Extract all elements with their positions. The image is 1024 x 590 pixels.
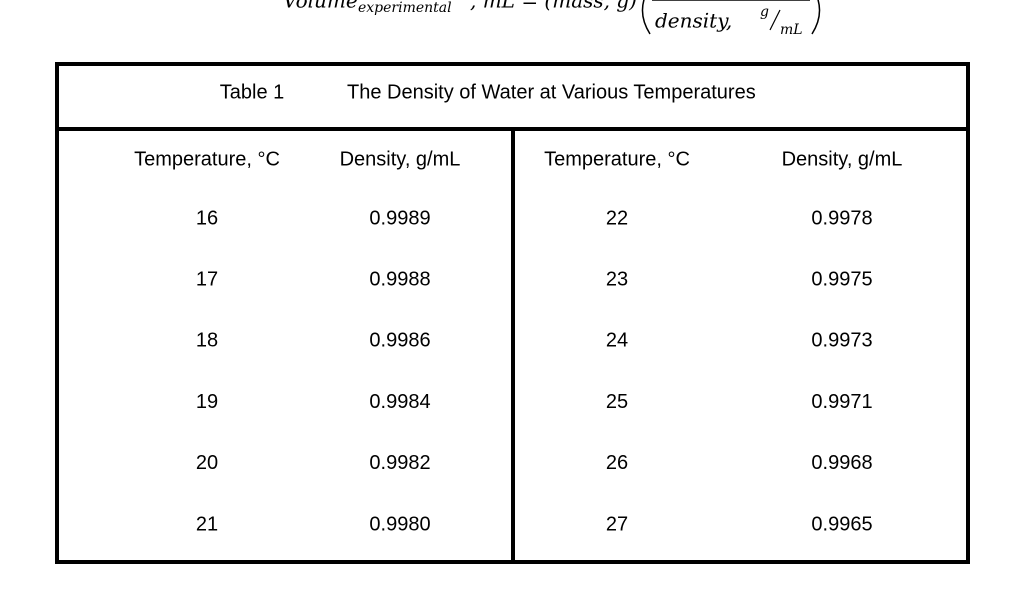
unit-slash (769, 9, 781, 31)
formula-unit-denominator: mL (780, 22, 803, 38)
table-cell: 18 (196, 330, 218, 352)
table-cell: 0.9986 (369, 330, 430, 352)
formula-rhs: , mL = (mass, g) (470, 0, 637, 13)
table-cell: 17 (196, 268, 218, 290)
formula-unit-numerator: g (760, 4, 769, 20)
table-cell: 24 (606, 330, 628, 352)
table-cell: 0.9971 (811, 391, 872, 413)
table-cell: 0.9988 (369, 268, 430, 290)
table-cell: 21 (196, 513, 218, 535)
column-header: Temperature, °C (134, 148, 280, 170)
table-title: The Density of Water at Various Temperat… (347, 81, 756, 103)
formula-denominator: density, (655, 9, 732, 33)
table-cells: Temperature, °C Density, g/mL Temperature,… (134, 148, 902, 535)
table-cell: 0.9982 (369, 452, 430, 474)
paren-right (811, 0, 821, 35)
table-cell: 0.9968 (811, 452, 872, 474)
table-cell: 0.9965 (811, 513, 872, 535)
table-cell: 16 (196, 207, 218, 229)
column-header: Density, g/mL (782, 148, 903, 170)
table-cell: 0.9978 (811, 207, 872, 229)
paren-left (641, 0, 651, 35)
table-label: Table 1 (220, 81, 285, 103)
table-cell: 27 (606, 513, 628, 535)
table-cell: 22 (606, 207, 628, 229)
table-cell: 25 (606, 391, 628, 413)
column-header: Temperature, °C (544, 148, 690, 170)
table-cell: 20 (196, 452, 218, 474)
formula-subscript: experimental (358, 0, 452, 16)
table-cell: 0.9980 (369, 513, 430, 535)
formula-lhs: Volume (283, 0, 358, 13)
table-cell: 0.9975 (811, 268, 872, 290)
column-header: Density, g/mL (340, 148, 461, 170)
table-cell: 0.9973 (811, 330, 872, 352)
table-cell: 23 (606, 268, 628, 290)
table-cell: 0.9984 (369, 391, 430, 413)
table-cell: 26 (606, 452, 628, 474)
table-cell: 19 (196, 391, 218, 413)
table-cell: 0.9989 (369, 207, 430, 229)
formula: Volume experimental , mL = (mass, g) den… (283, 0, 821, 38)
